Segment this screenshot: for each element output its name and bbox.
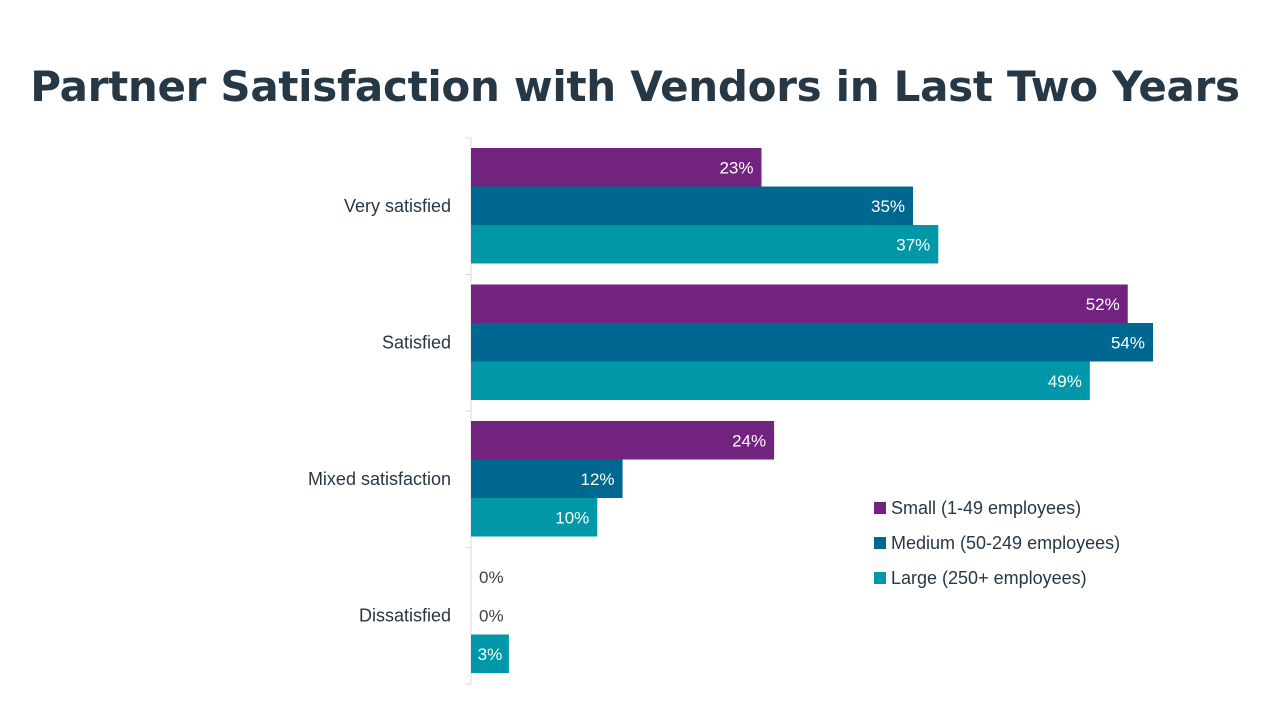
category-label-dissatisfied: Dissatisfied [359,605,451,625]
data-label-2-2: 10% [555,508,589,527]
data-label-0-2: 37% [896,235,930,254]
category-label-satisfied: Satisfied [382,332,451,352]
legend-label-0: Small (1-49 employees) [891,498,1081,518]
bar-0-2 [471,225,939,264]
chart-title: Partner Satisfaction with Vendors in Las… [30,62,1240,111]
bar-0-0 [471,148,762,187]
category-label-mixed-satisfaction: Mixed satisfaction [308,469,451,489]
bar-2-0 [471,421,775,460]
legend-swatch-0 [874,502,886,514]
data-label-0-0: 23% [719,158,753,177]
bar-3-2 [471,634,509,673]
bar-2-1 [471,459,623,498]
data-label-3-1: 0% [479,606,504,625]
legend: Small (1-49 employees) Medium (50-249 emp… [874,498,1120,588]
data-label-2-0: 24% [732,431,766,450]
data-label-3-2: 3% [478,645,503,664]
data-label-1-2: 49% [1048,372,1082,391]
bar-2-2 [471,498,598,537]
data-label-0-1: 35% [871,197,905,216]
legend-label-2: Large (250+ employees) [891,568,1087,588]
data-label-2-1: 12% [581,470,615,489]
legend-swatch-1 [874,537,886,549]
labels-layer: Very satisfied 23% 35% 37% Satisfied 52% 54% 49… [308,158,1145,664]
data-label-1-1: 54% [1111,333,1145,352]
bars-layer [471,148,1153,673]
bar-0-1 [471,186,914,225]
legend-swatch-2 [874,572,886,584]
category-label-very-satisfied: Very satisfied [344,196,451,216]
axis-layer [465,137,472,685]
bar-1-2 [471,361,1090,400]
data-label-3-0: 0% [479,568,504,587]
bar-1-0 [471,284,1128,323]
data-label-1-0: 52% [1086,295,1120,314]
legend-label-1: Medium (50-249 employees) [891,533,1120,553]
bar-1-1 [471,323,1153,362]
